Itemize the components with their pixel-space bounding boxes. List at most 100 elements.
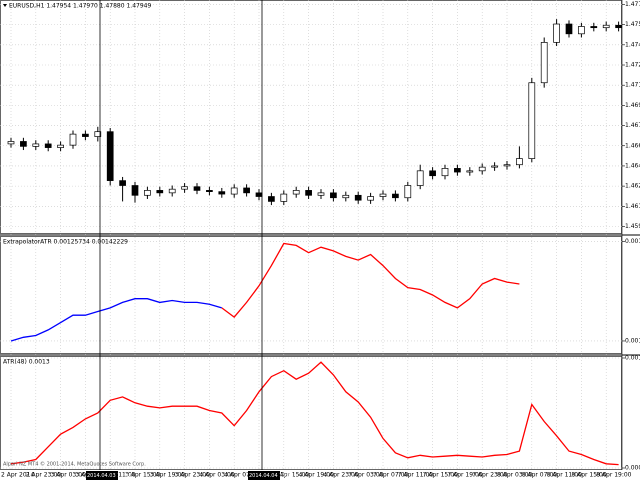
candle-body (478, 166, 486, 172)
candle-body (32, 143, 40, 147)
candle-body (590, 26, 598, 29)
candle-body (503, 164, 511, 167)
candle-body (367, 196, 374, 201)
candle-body (44, 143, 52, 148)
candle-body (206, 190, 213, 192)
candle-body (404, 185, 412, 199)
candle-body (20, 141, 27, 147)
indicator-line (10, 361, 619, 466)
candle-body (156, 190, 164, 194)
pane-title: ExtrapolatorATR 0.00125734 0.00142229 (3, 239, 128, 246)
candle-body (280, 193, 288, 202)
candle-body (540, 42, 548, 84)
y-tick-label: 1.46275 (625, 183, 640, 190)
candle-body (553, 23, 560, 43)
y-tick-label: 1.47265 (625, 62, 640, 69)
y-tick-label: 1.47760 (625, 1, 640, 8)
x-tick-label: 7 Apr 23:00 (472, 472, 507, 479)
candle-body (7, 141, 15, 145)
candle-body (491, 165, 498, 168)
x-tick-label: 8 Apr 03:00 (497, 472, 532, 479)
candle-body (94, 131, 102, 137)
y-tick-label: 1.47430 (625, 41, 640, 48)
marker-label-bg (248, 471, 280, 480)
candle-body (354, 194, 362, 201)
pane-frame (0, 356, 622, 470)
x-tick-label: 7 Apr 19:00 (447, 472, 482, 479)
candle-body (168, 188, 176, 194)
candle-body (69, 133, 77, 146)
pane-title: EURUSD,H1 1.47954 1.47970 1.47880 1.4794… (9, 3, 151, 10)
candle-body (268, 196, 275, 202)
x-tick-label: 8 Apr 07:00 (522, 472, 557, 479)
candle-body (106, 131, 114, 181)
y-tick-label: 0.00168 (625, 238, 640, 245)
candle-body (565, 23, 573, 35)
y-tick-label: 0.0002 (625, 465, 640, 472)
x-tick-label: 4 Apr 03:00 (199, 472, 234, 479)
y-tick-label: 1.46440 (625, 162, 640, 169)
x-tick-label: 7 Apr 11:00 (398, 472, 433, 479)
indicator-line (221, 242, 520, 318)
x-tick-label: 8 Apr 15:00 (571, 472, 606, 479)
candle-body (144, 190, 151, 196)
y-tick-label: 1.47595 (625, 21, 640, 28)
y-tick-label: 1.46770 (625, 122, 640, 129)
candle-body (255, 192, 263, 197)
y-tick-label: 0.0015 (625, 355, 640, 362)
candle-body (615, 24, 622, 29)
candle-body (416, 170, 424, 186)
candle-body (441, 168, 449, 177)
x-tick-label: 2 Apr 2014 (1, 472, 34, 479)
x-tick-label: 4 Apr 23:00 (323, 472, 358, 479)
y-tick-label: 0.00114 (625, 337, 640, 344)
candle-body (429, 170, 436, 177)
y-tick-label: 1.45945 (625, 223, 640, 230)
x-tick-label: 4 Apr 07:00 (224, 472, 259, 479)
marker-label: 2014.04.03 11:00 (87, 473, 132, 479)
candle-body (528, 82, 536, 159)
candle-body (82, 133, 89, 137)
candle-body (57, 144, 64, 148)
candle-body (330, 192, 337, 199)
watermark: Alpari NZ MT4 © 2001-2014, MetaQuotes So… (3, 461, 146, 468)
candle-body (317, 192, 325, 196)
pane-frame (0, 236, 622, 354)
marker-label-bg (86, 471, 118, 480)
marker-label: 2014.04.04 15:00 (249, 473, 294, 479)
candle-body (119, 180, 126, 186)
candle-body (193, 186, 201, 191)
x-tick-label: 4 Apr 19:00 (299, 472, 334, 479)
candle-body (342, 194, 350, 199)
pane-frame (0, 0, 622, 234)
x-tick-label: 8 Apr 11:00 (547, 472, 582, 479)
indicator-line (10, 298, 222, 342)
candle-body (516, 158, 523, 166)
candle-body (230, 187, 238, 195)
y-tick-label: 1.46605 (625, 142, 640, 149)
x-tick-label: 4 Apr 15:00 (274, 472, 309, 479)
candle-body (578, 26, 585, 35)
y-tick-label: 1.47100 (625, 82, 640, 89)
candle-body (466, 170, 474, 173)
x-tick-label: 3 Apr 23:00 (175, 472, 210, 479)
candle-body (305, 190, 312, 196)
x-tick-label: 7 Apr 15:00 (423, 472, 458, 479)
x-tick-label: 7 Apr 03:00 (348, 472, 383, 479)
candle-body (218, 191, 226, 195)
y-tick-label: 1.46110 (625, 203, 640, 210)
candle-body (454, 168, 461, 173)
candle-body (379, 193, 387, 197)
symbol-icon (3, 4, 7, 7)
x-tick-label: 2 Apr 23:00 (26, 472, 61, 479)
x-tick-label: 3 Apr 15:00 (125, 472, 160, 479)
x-tick-label: 3 Apr 03:00 (51, 472, 86, 479)
pane-divider (0, 354, 640, 356)
candle-body (181, 186, 188, 190)
candle-body (131, 185, 139, 196)
candle-body (392, 193, 399, 199)
x-tick-label: 3 Apr 19:00 (150, 472, 185, 479)
